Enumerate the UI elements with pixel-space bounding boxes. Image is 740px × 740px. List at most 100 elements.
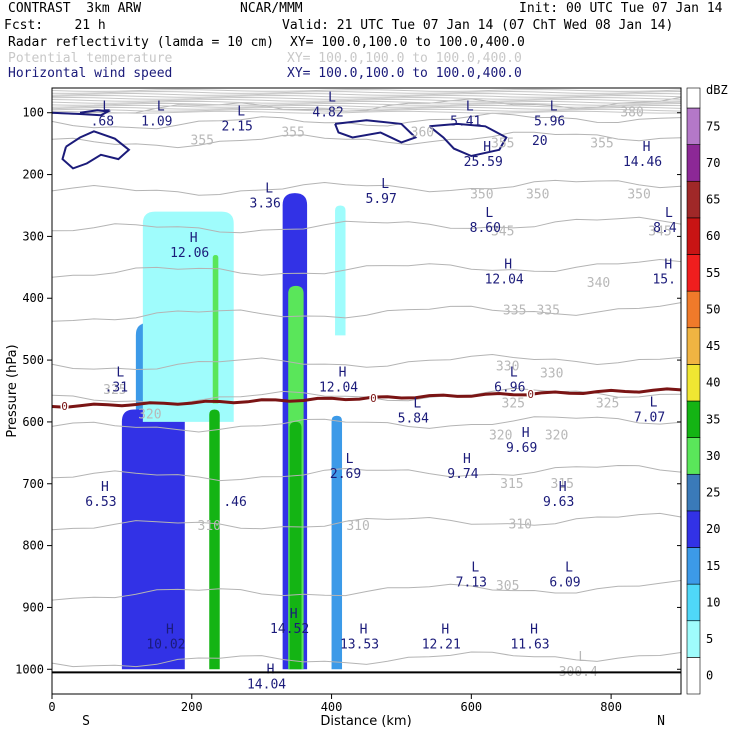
theta-label-23: 315 <box>550 477 573 492</box>
reflectivity-cell-4 <box>212 254 219 404</box>
colorbar-label-25: 25 <box>706 486 720 500</box>
theta-label-15: 330 <box>540 367 563 382</box>
extremum-value-3: 4.82 <box>312 105 343 120</box>
colorbar-swatch-40 <box>686 364 701 402</box>
theta-upper-contour-4 <box>51 96 682 100</box>
colorbar-units: dBZ <box>706 83 728 97</box>
theta-label-14: 330 <box>496 359 519 374</box>
extremum-value-14: 15. <box>652 272 675 287</box>
colorbar-swatch-20 <box>686 510 701 548</box>
colorbar-swatch-5 <box>686 620 701 658</box>
theta-upper-contour-2 <box>51 92 682 96</box>
theta-upper-contour-0 <box>51 88 682 92</box>
colorbar-top-cap <box>686 87 701 109</box>
theta-label-18: 325 <box>596 396 619 411</box>
extremum-value-8: 3.36 <box>250 196 281 211</box>
extremum-value-15: .31 <box>105 381 128 396</box>
extremum-value-17: 6.96 <box>494 381 525 396</box>
extremum-marker-19: L <box>650 395 658 410</box>
wind-contour-2 <box>334 119 418 144</box>
extremum-value-5: 5.96 <box>534 115 565 130</box>
theta-label-7: 350 <box>526 187 549 202</box>
extremum-value-25: 9.63 <box>543 495 574 510</box>
colorbar-swatch-30 <box>686 437 701 475</box>
theta-label-17: 325 <box>502 396 525 411</box>
extremum-marker-12: H <box>190 231 198 246</box>
extremum-marker-10: L <box>485 206 493 221</box>
theta-label-16: 325 <box>103 383 126 398</box>
theta-contour-310 <box>51 512 682 531</box>
model-name: CONTRAST 3km ARW <box>8 1 142 16</box>
contour-labels: 380 355 355 360 355 355 350 350 350 345 345 340 335 3… <box>85 90 677 692</box>
reflectivity-cell-2 <box>142 211 234 422</box>
extremum-marker-7: H <box>643 140 651 155</box>
melting-level: 0 0 0 <box>51 386 682 415</box>
extremum-value-1: 1.09 <box>141 115 172 130</box>
colorbar-label-65: 65 <box>706 193 720 207</box>
extremum-value-33: 14.04 <box>247 677 286 692</box>
x-tick-label-3: 600 <box>460 700 482 714</box>
extremum-value-29: 10.02 <box>146 637 185 652</box>
extremum-marker-1: L <box>157 100 165 115</box>
extremum-marker-13: H <box>504 257 512 272</box>
extremum-value-21: 9.74 <box>447 467 478 482</box>
theta-contour-320 <box>51 416 682 433</box>
colorbar-swatch-60 <box>686 217 701 255</box>
colorbar-swatch-25 <box>686 473 701 512</box>
extremum-marker-23: H <box>101 480 109 495</box>
field-theta-name: Potential temperature <box>8 51 173 66</box>
colorbar-swatch-45 <box>686 327 701 365</box>
theta-label-10: 345 <box>648 224 671 239</box>
y-tick-label-6: 700 <box>22 477 44 491</box>
extremum-value-22: 2.69 <box>330 467 361 482</box>
extremum-value-24: .46 <box>223 495 246 510</box>
extremum-value-26: 7.13 <box>456 575 487 590</box>
extremum-marker-4: L <box>466 100 474 115</box>
theta-label-26: 310 <box>509 518 532 533</box>
y-tick-label-1: 200 <box>22 168 44 182</box>
wind-contour-0 <box>51 109 112 117</box>
theta-label-24: 310 <box>198 519 221 534</box>
colorbar-swatch-70 <box>686 144 701 182</box>
wind-contour-1 <box>61 130 131 170</box>
theta-contour-305 <box>51 580 682 601</box>
extremum-marker-31: H <box>441 622 449 637</box>
extremum-marker-26: L <box>471 560 479 575</box>
theta-label-27: 305 <box>496 579 519 594</box>
extremum-value-23: 6.53 <box>85 495 116 510</box>
melting-level-label-1: 0 <box>370 392 377 405</box>
extremum-marker-20: H <box>522 426 530 441</box>
theta-label-1: 355 <box>191 134 214 149</box>
theta-label-20: 320 <box>489 429 512 444</box>
theta-label-9: 345 <box>491 224 514 239</box>
extremum-marker-15: L <box>116 366 124 381</box>
theta-label-4: 355 <box>491 137 514 152</box>
theta-upper-contour-6 <box>51 100 682 104</box>
colorbar-swatch-35 <box>686 400 701 438</box>
theta-contour-330 <box>51 353 682 371</box>
extremum-marker-28: H <box>290 607 298 622</box>
extremum-marker-25: H <box>559 480 567 495</box>
x-tick-label-2: 400 <box>321 700 343 714</box>
colorbar-label-40: 40 <box>706 376 720 390</box>
extremum-marker-32: H <box>530 622 538 637</box>
wind-contour-3 <box>428 122 508 158</box>
theta-label-6: 350 <box>470 187 493 202</box>
center-name: NCAR/MMM <box>240 1 303 16</box>
field-theta-xy: XY= 100.0,100.0 to 100.0,400.0 <box>287 51 522 66</box>
extremum-value-19: 7.07 <box>634 410 665 425</box>
colorbar-swatch-65 <box>686 180 701 219</box>
theta-label-21: 320 <box>545 429 568 444</box>
extremum-value-0: .68 <box>91 115 114 130</box>
extremum-marker-27: L <box>565 560 573 575</box>
theta-contour-335 <box>51 302 682 322</box>
extremum-value-11: 8.4 <box>653 221 677 236</box>
colorbar-label-35: 35 <box>706 412 720 426</box>
field-wind-name: Horizontal wind speed <box>8 66 173 81</box>
theta-contours <box>51 88 682 668</box>
colorbar-label-45: 45 <box>706 339 720 353</box>
y-tick-label-2: 300 <box>22 229 44 243</box>
extremum-value-6: 25.59 <box>464 155 503 170</box>
